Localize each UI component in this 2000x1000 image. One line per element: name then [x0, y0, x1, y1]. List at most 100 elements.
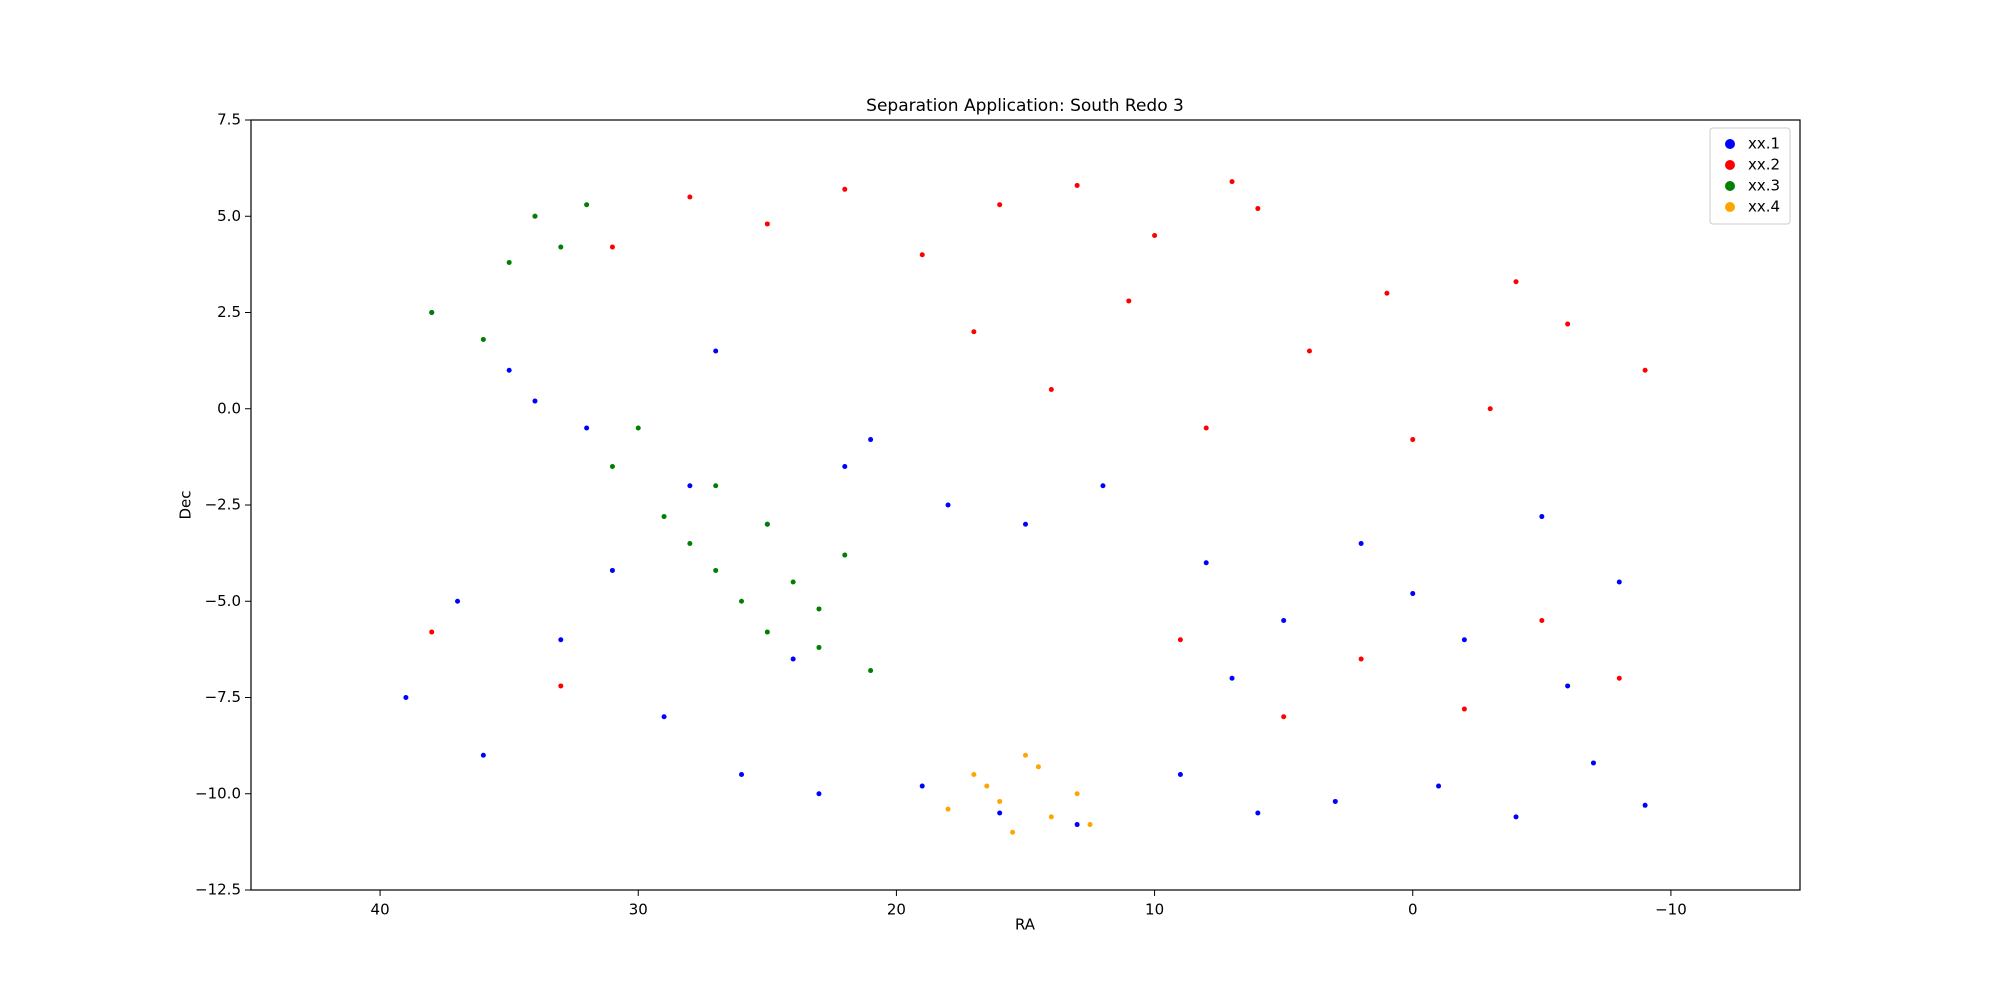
- legend-marker: [1725, 139, 1735, 149]
- point: [558, 683, 564, 689]
- point: [1358, 656, 1364, 662]
- point: [945, 502, 951, 508]
- x-tick-label: 20: [887, 901, 906, 919]
- legend-marker: [1725, 202, 1735, 212]
- point: [609, 567, 615, 573]
- point: [480, 336, 486, 342]
- legend-label: xx.4: [1748, 198, 1780, 216]
- point: [1642, 367, 1648, 373]
- point: [429, 310, 435, 315]
- legend-marker: [1725, 160, 1735, 170]
- x-tick-label: 40: [371, 901, 390, 919]
- point: [1177, 772, 1183, 777]
- point: [506, 259, 512, 265]
- chart-title: Separation Application: South Redo 3: [866, 96, 1184, 116]
- point: [971, 329, 977, 335]
- point: [1100, 483, 1106, 489]
- y-tick-label: 0.0: [217, 399, 241, 417]
- point: [584, 425, 590, 431]
- legend-label: xx.1: [1748, 135, 1780, 153]
- point: [1436, 783, 1442, 789]
- point: [1152, 233, 1158, 238]
- point: [1590, 760, 1596, 766]
- point: [984, 783, 990, 789]
- point: [919, 252, 925, 258]
- point: [1255, 206, 1261, 212]
- point: [1126, 298, 1132, 304]
- point: [790, 579, 796, 585]
- point: [687, 194, 693, 200]
- point: [1565, 683, 1571, 689]
- point: [1177, 637, 1183, 643]
- point: [1203, 560, 1209, 566]
- point: [506, 367, 512, 373]
- point: [816, 606, 822, 612]
- point: [1487, 406, 1493, 412]
- point: [1539, 514, 1545, 520]
- point: [687, 483, 693, 489]
- point: [945, 806, 951, 812]
- point: [1513, 814, 1519, 820]
- point: [558, 244, 564, 250]
- point: [1539, 618, 1545, 623]
- point: [1281, 714, 1287, 720]
- point: [790, 656, 796, 662]
- point: [739, 772, 745, 777]
- point: [609, 244, 615, 250]
- point: [764, 629, 770, 635]
- point: [764, 221, 770, 227]
- point: [713, 567, 719, 573]
- point: [1048, 814, 1054, 820]
- point: [687, 541, 693, 546]
- point: [609, 464, 615, 469]
- point: [1023, 521, 1028, 527]
- point: [868, 437, 874, 443]
- point: [868, 668, 874, 674]
- point: [1281, 618, 1287, 623]
- point: [1565, 321, 1571, 327]
- point: [403, 695, 409, 700]
- point: [635, 425, 641, 431]
- point: [1023, 752, 1028, 758]
- point: [1074, 822, 1080, 828]
- point: [1229, 179, 1235, 185]
- point: [1255, 810, 1261, 816]
- point: [1384, 290, 1390, 296]
- y-tick-label: 2.5: [217, 303, 241, 321]
- point: [1074, 182, 1080, 188]
- point: [842, 552, 848, 558]
- point: [532, 213, 538, 219]
- plot-frame: [250, 119, 1801, 891]
- x-axis-label: RA: [1015, 916, 1036, 934]
- point: [584, 202, 590, 208]
- point: [713, 348, 719, 354]
- x-tick-label: 0: [1408, 901, 1418, 919]
- point: [1410, 437, 1416, 443]
- y-tick-label: −5.0: [205, 592, 241, 610]
- point: [764, 521, 770, 527]
- point: [1035, 764, 1041, 770]
- x-tick-label: −10: [1655, 901, 1687, 919]
- point: [919, 783, 925, 789]
- point: [971, 772, 977, 777]
- point: [1010, 829, 1016, 835]
- point: [816, 791, 822, 797]
- x-tick-label: 10: [1145, 901, 1164, 919]
- legend-label: xx.3: [1748, 177, 1780, 195]
- point: [661, 514, 667, 520]
- point: [1048, 387, 1054, 392]
- point: [1642, 802, 1648, 808]
- y-tick-label: −7.5: [205, 688, 241, 706]
- point: [1332, 798, 1338, 804]
- y-tick-label: −2.5: [205, 496, 241, 514]
- point: [713, 483, 719, 489]
- point: [661, 714, 667, 720]
- point: [1461, 706, 1467, 712]
- point: [842, 464, 848, 469]
- point: [429, 629, 435, 635]
- point: [1087, 822, 1093, 828]
- legend-marker: [1725, 181, 1735, 191]
- point: [1074, 791, 1080, 797]
- y-axis-label: Dec: [177, 490, 195, 519]
